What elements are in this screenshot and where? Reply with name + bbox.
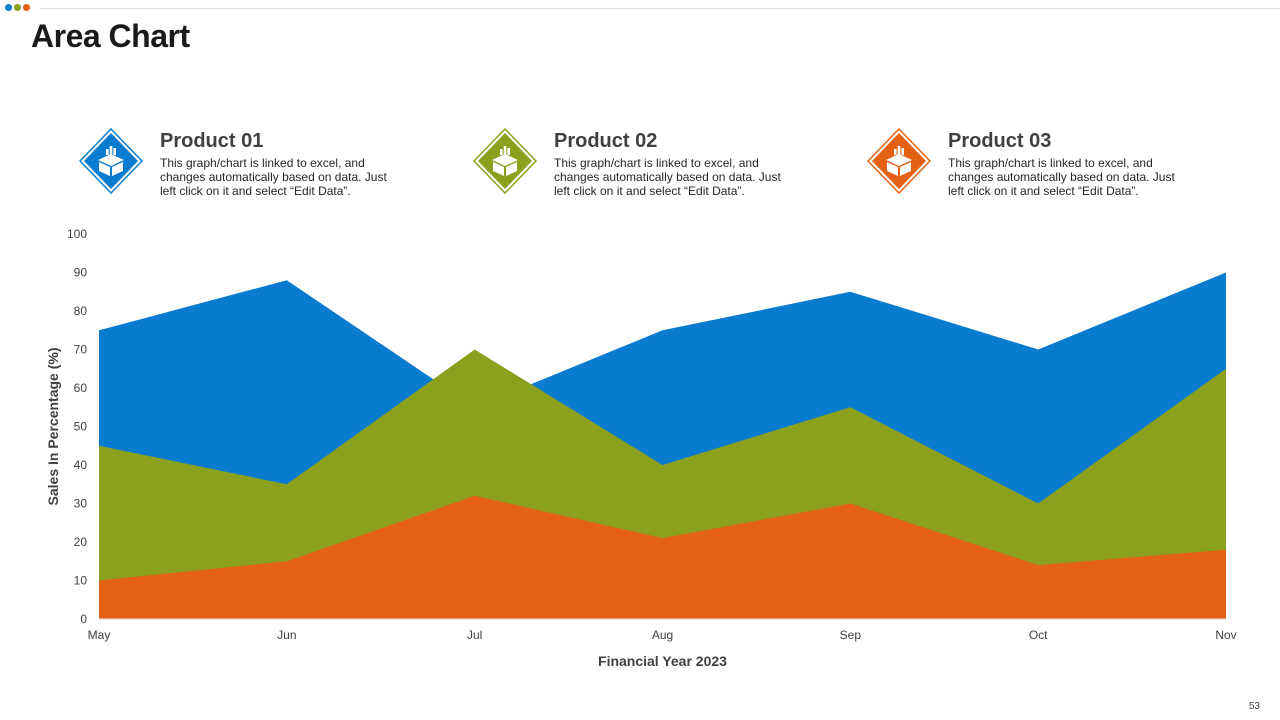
y-tick-label: 0 [80,612,87,626]
y-tick-label: 30 [74,497,88,511]
y-axis-label: Sales In Percentage (%) [45,348,61,506]
x-axis-label: Financial Year 2023 [598,653,727,669]
legend-name: Product 03 [948,130,1052,152]
y-axis-ticks: 0 10 20 30 40 50 60 70 80 90 100 [67,227,87,626]
decorative-dots [5,4,30,11]
y-tick-label: 70 [74,343,88,357]
x-tick-label: May [88,628,111,642]
x-tick-label: Jul [467,628,482,642]
y-tick-label: 80 [74,304,88,318]
area-chart-svg: 0 10 20 30 40 50 60 70 80 90 100 May Jun Jul Aug Sep Oc… [45,227,1237,669]
legend-description: This graph/chart is linked to excel, and… [948,156,1175,198]
x-tick-label: Oct [1029,628,1048,642]
y-tick-label: 40 [74,458,88,472]
x-tick-label: Nov [1215,628,1236,642]
decor-dot-orange [23,4,30,11]
legend-description: This graph/chart is linked to excel, and… [160,156,387,198]
legend-card-product-02: Product 02 This graph/chart is linked to… [472,127,853,200]
y-tick-label: 100 [67,227,87,241]
series-area-3 [99,495,1226,619]
x-tick-label: Sep [840,628,862,642]
area-chart: 0 10 20 30 40 50 60 70 80 90 100 May Jun Jul Aug Sep Oc… [0,220,1280,690]
x-tick-label: Aug [652,628,673,642]
legend-name: Product 02 [554,130,658,152]
decor-dot-green [14,4,21,11]
legend-description: This graph/chart is linked to excel, and… [554,156,781,198]
page-number: 53 [1248,701,1260,712]
x-axis-ticks: May Jun Jul Aug Sep Oct Nov [88,628,1237,642]
box-chart-icon [78,127,144,195]
legend-card-product-03: Product 03 This graph/chart is linked to… [866,127,1247,200]
legend-card-product-01: Product 01 This graph/chart is linked to… [78,127,459,200]
legend-name: Product 01 [160,130,264,152]
x-tick-label: Jun [277,628,296,642]
y-tick-label: 10 [74,574,88,588]
y-tick-label: 90 [74,266,88,280]
y-tick-label: 60 [74,381,88,395]
decor-dot-blue [5,4,12,11]
y-tick-label: 50 [74,420,88,434]
y-tick-label: 20 [74,535,88,549]
box-chart-icon [866,127,932,195]
series-areas [99,272,1226,619]
top-divider-line [40,8,1280,9]
box-chart-icon [472,127,538,195]
page-title: Area Chart [31,18,190,54]
